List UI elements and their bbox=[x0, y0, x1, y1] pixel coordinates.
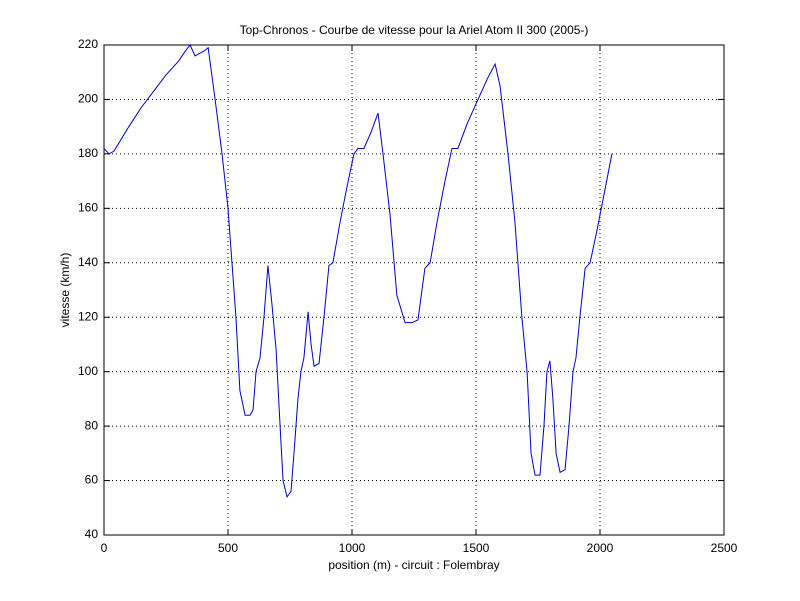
y-tick-label: 180 bbox=[78, 146, 98, 160]
y-tick-label: 120 bbox=[78, 309, 98, 323]
x-tick-label: 0 bbox=[101, 541, 108, 555]
x-tick-label: 2000 bbox=[587, 541, 614, 555]
y-tick-label: 160 bbox=[78, 201, 98, 215]
speed-line bbox=[103, 44, 613, 499]
y-tick-label: 220 bbox=[78, 37, 98, 51]
x-tick-label: 1000 bbox=[339, 541, 366, 555]
x-tick-label: 1500 bbox=[463, 541, 490, 555]
y-tick-label: 200 bbox=[78, 92, 98, 106]
x-axis-label: position (m) - circuit : Folembray bbox=[328, 558, 499, 572]
x-tick-label: 2500 bbox=[711, 541, 738, 555]
y-tick-label: 100 bbox=[78, 364, 98, 378]
y-tick-label: 140 bbox=[78, 255, 98, 269]
x-tick-label: 500 bbox=[218, 541, 238, 555]
plot-frame bbox=[103, 44, 725, 536]
y-tick-label: 80 bbox=[85, 418, 99, 432]
y-tick-label: 60 bbox=[85, 473, 99, 487]
chart-title: Top-Chronos - Courbe de vitesse pour la … bbox=[240, 23, 589, 37]
y-tick-label: 40 bbox=[85, 527, 99, 541]
y-axis-label: vitesse (km/h) bbox=[58, 253, 72, 328]
